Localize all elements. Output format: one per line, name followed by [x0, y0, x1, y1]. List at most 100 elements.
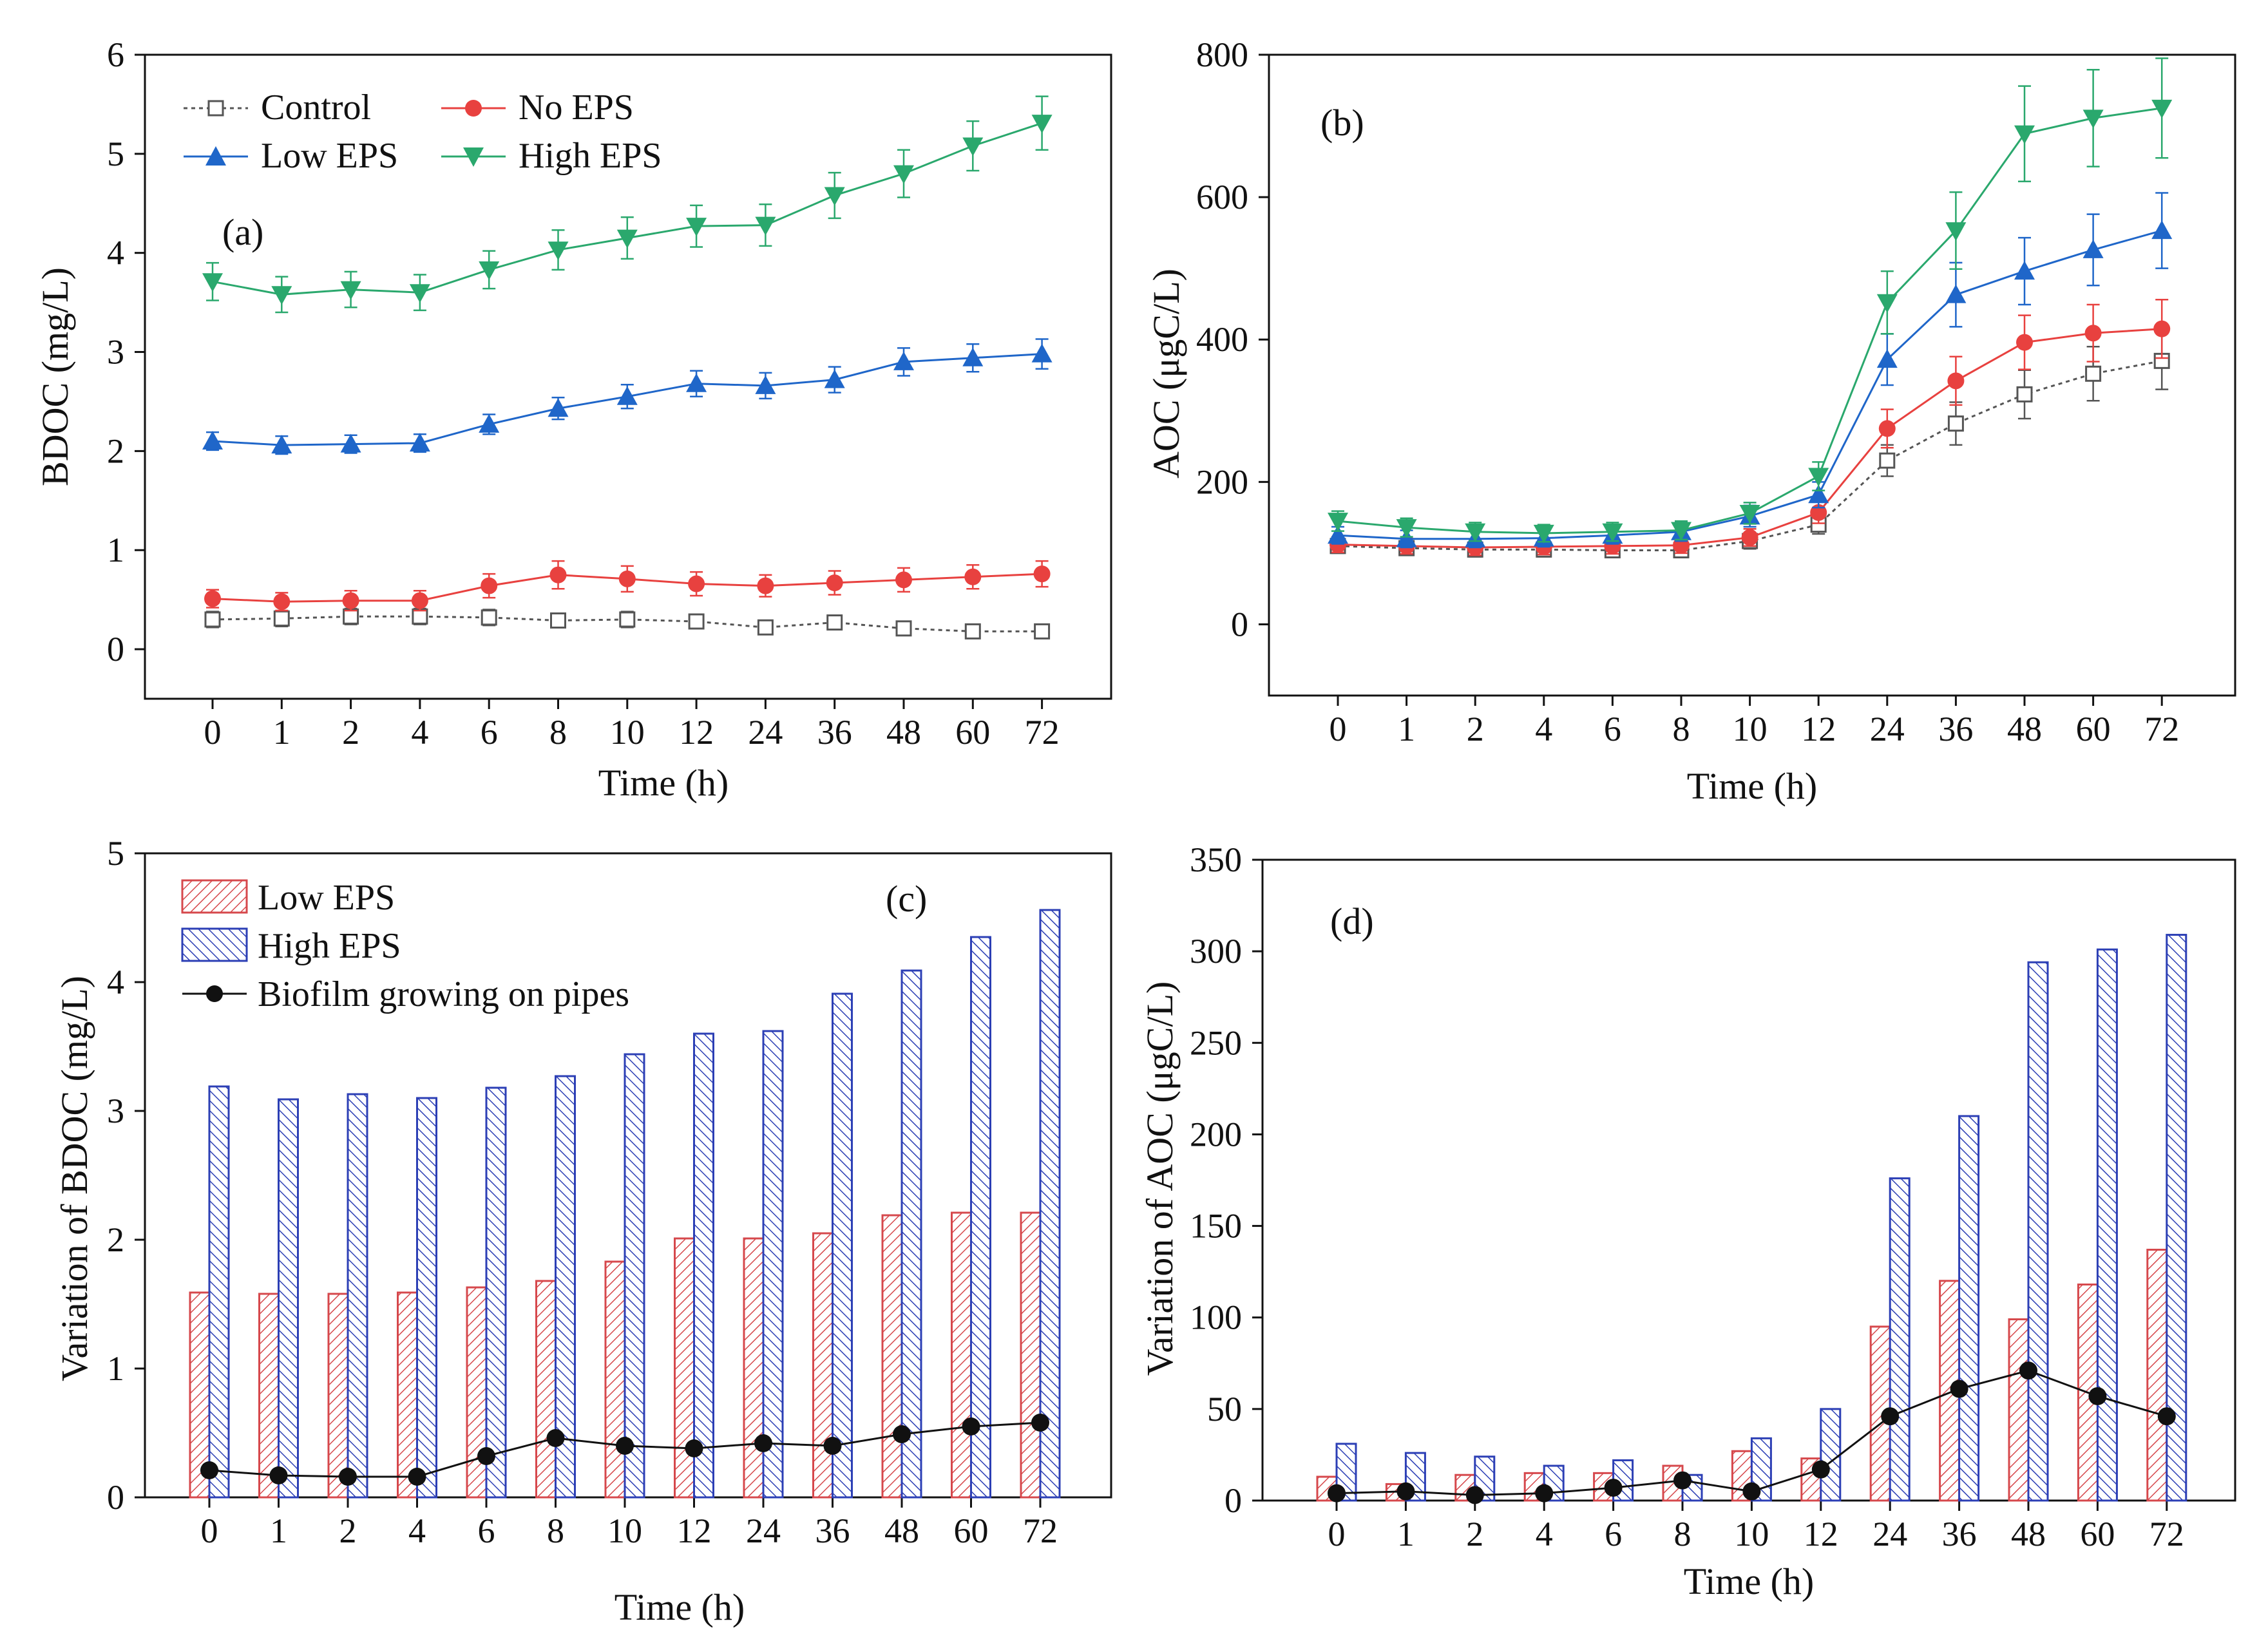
control-data-point — [1034, 623, 1051, 640]
high-eps-bar — [2027, 961, 2049, 1502]
y-tick-label: 2 — [107, 1220, 124, 1259]
panel-a-series — [202, 95, 1053, 640]
x-tick-label: 10 — [1734, 1515, 1769, 1553]
biofilm-growing-on-pipes-data-point — [269, 1466, 288, 1484]
panel-d-series — [1316, 934, 2187, 1504]
biofilm-growing-on-pipes-data-point — [1396, 1482, 1415, 1501]
x-tick-label: 0 — [1329, 710, 1347, 748]
y-tick-label: 4 — [107, 234, 124, 272]
low-eps-bar — [2008, 1318, 2030, 1502]
y-tick-label: 4 — [107, 963, 124, 1001]
no-eps-data-point — [273, 593, 291, 611]
biofilm-growing-on-pipes-data-point — [754, 1434, 772, 1452]
no-eps-data-point — [2153, 320, 2171, 337]
x-tick-label: 48 — [886, 713, 921, 752]
x-tick-label: 2 — [342, 713, 359, 752]
no-eps-data-point — [2084, 325, 2102, 342]
panel-c-y-axis-label: Variation of BDOC (mg/L) — [53, 976, 95, 1381]
x-tick-label: 60 — [2076, 710, 2111, 748]
low-eps-data-point — [1945, 284, 1967, 303]
y-tick-label: 400 — [1196, 320, 1248, 359]
biofilm-growing-on-pipes-data-point — [685, 1439, 703, 1457]
no-eps-data-point — [688, 575, 705, 592]
control-data-point — [2085, 365, 2102, 382]
panel-c-legend: Low EPS High EPS Biofilm growing on pipe… — [181, 878, 629, 1014]
y-tick-label: 350 — [1190, 840, 1242, 879]
no-eps-data-point — [411, 592, 428, 609]
biofilm-growing-on-pipes-data-point — [1465, 1486, 1484, 1504]
x-tick-label: 48 — [2007, 710, 2042, 748]
x-tick-label: 72 — [2149, 1515, 2184, 1553]
x-tick-label: 6 — [1605, 1515, 1622, 1553]
high-eps-bar — [416, 1097, 437, 1499]
legend-label-low-eps: Low EPS — [261, 136, 398, 176]
low-eps-marker-icon — [205, 146, 226, 166]
high-eps-bar — [278, 1098, 299, 1499]
high-eps-data-point — [755, 216, 776, 236]
biofilm-growing-on-pipes-data-point — [1950, 1379, 1968, 1398]
high-eps-data-point — [616, 229, 638, 249]
legend-label-biofilm: Biofilm growing on pipes — [258, 974, 629, 1014]
low-eps-data-point — [755, 375, 776, 394]
x-tick-label: 12 — [1804, 1515, 1838, 1553]
high-eps-data-point — [1808, 468, 1829, 487]
biofilm-growing-on-pipes-data-point — [1881, 1407, 1900, 1426]
no-eps-data-point — [481, 577, 498, 594]
panel-b-plot-frame — [1268, 53, 2236, 697]
control-data-point — [964, 623, 981, 640]
no-eps-data-point — [1741, 529, 1758, 546]
high-eps-data-point — [1602, 523, 1623, 542]
y-tick-label: 0 — [107, 1478, 124, 1517]
no-eps-data-point — [549, 566, 567, 583]
y-tick-label: 6 — [107, 35, 124, 74]
biofilm-growing-on-pipes-data-point — [962, 1417, 980, 1436]
x-tick-label: 10 — [607, 1512, 642, 1550]
low-eps-data-point — [2151, 220, 2173, 240]
y-tick-label: 800 — [1196, 35, 1248, 74]
x-tick-label: 8 — [1673, 710, 1690, 748]
y-tick-label: 600 — [1196, 178, 1248, 216]
high-eps-data-point — [479, 261, 500, 280]
x-tick-label: 36 — [1942, 1515, 1977, 1553]
x-tick-label: 36 — [817, 713, 852, 752]
panel-d-y-axis-label: Variation of AOC (μgC/L) — [1139, 981, 1181, 1376]
x-tick-label: 0 — [204, 713, 222, 752]
low-eps-bar — [327, 1293, 349, 1499]
low-eps-data-point — [271, 435, 292, 454]
no-eps-marker-icon — [465, 100, 482, 117]
low-eps-data-point — [616, 386, 638, 405]
x-tick-label: 8 — [1674, 1515, 1691, 1553]
high-eps-data-point — [409, 284, 430, 303]
x-tick-label: 1 — [1398, 710, 1415, 748]
y-tick-label: 200 — [1190, 1115, 1242, 1153]
control-data-point — [688, 613, 705, 630]
high-eps-data-point — [2151, 99, 2173, 118]
control-data-point — [1879, 452, 1896, 469]
y-tick-label: 100 — [1190, 1298, 1242, 1337]
low-eps-bar — [812, 1232, 834, 1499]
legend-label-high-eps: High EPS — [519, 136, 662, 176]
x-tick-label: 0 — [1328, 1515, 1346, 1553]
biofilm-growing-on-pipes-data-point — [2157, 1407, 2176, 1426]
x-tick-label: 6 — [1604, 710, 1621, 748]
high-eps-data-point — [1945, 222, 1967, 242]
control-data-point — [481, 609, 497, 626]
x-tick-label: 4 — [408, 1512, 426, 1550]
low-eps-data-point — [340, 433, 361, 453]
low-eps-bar — [258, 1293, 280, 1499]
high-eps-data-point — [1671, 522, 1691, 541]
high-eps-bar — [555, 1075, 576, 1499]
control-data-point — [2016, 386, 2033, 403]
biofilm-growing-on-pipes-data-point — [2019, 1361, 2037, 1380]
no-eps-data-point — [1033, 565, 1051, 583]
low-eps-bar — [743, 1237, 765, 1499]
y-tick-label: 1 — [107, 1349, 124, 1388]
high-eps-data-point — [271, 286, 292, 305]
biofilm-marker-icon — [206, 985, 223, 1002]
low-eps-data-point — [2082, 239, 2104, 258]
low-eps-data-point — [409, 433, 430, 452]
low-eps-bar — [2146, 1249, 2168, 1502]
panel-c-x-axis-label: Time (h) — [615, 1586, 745, 1628]
